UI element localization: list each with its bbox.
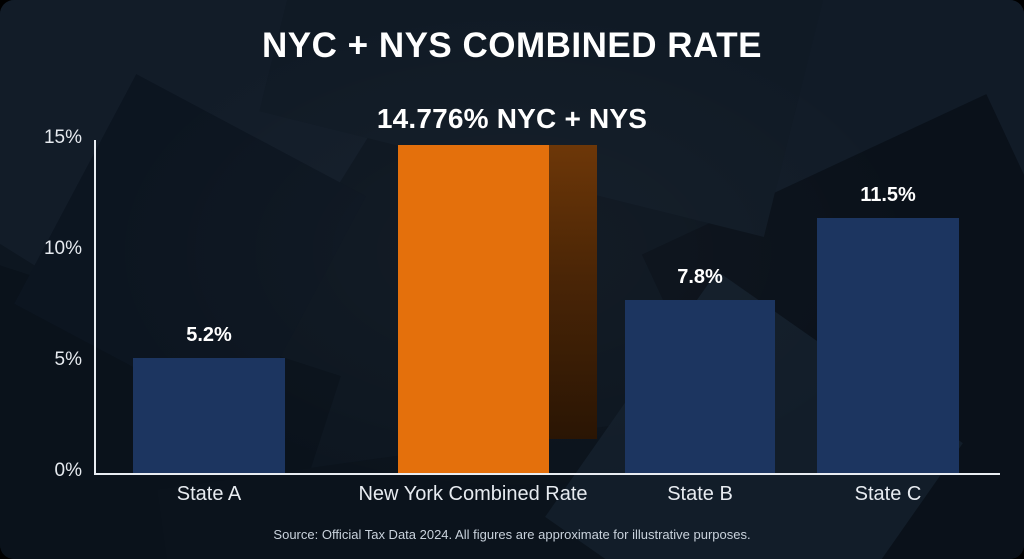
bar-state-c[interactable] — [817, 217, 959, 473]
y-axis-tick-label: 10% — [43, 238, 82, 259]
bar-value-label: 11.5% — [860, 183, 916, 206]
y-axis-tick-label: 0% — [54, 460, 82, 481]
x-axis-label-state-c: State C — [854, 483, 922, 505]
bar-new-york-combined-rate[interactable] — [398, 144, 549, 473]
x-axis-line — [94, 473, 1000, 475]
y-axis-tick-label: 5% — [54, 349, 82, 370]
y-axis-tick-label: 15% — [43, 127, 82, 148]
source-note: Source: Official Tax Data 2024. All figu… — [273, 527, 751, 542]
bar-value-label: 7.8% — [677, 265, 723, 288]
x-axis-label-state-a: State A — [176, 483, 242, 505]
bar-value-label: 5.2% — [186, 323, 232, 346]
x-axis-label-state-b: State B — [667, 483, 733, 505]
y-axis-line — [94, 140, 96, 475]
x-axis-label-new-york-combined-rate: New York Combined Rate — [358, 483, 588, 505]
bar-state-b[interactable] — [625, 299, 775, 473]
bar-state-a[interactable] — [133, 357, 285, 473]
highlight-annotation: 14.776% NYC + NYS — [376, 103, 648, 134]
bar-side-shadow — [549, 144, 597, 439]
chart-title: NYC + NYS COMBINED RATE — [262, 26, 762, 65]
